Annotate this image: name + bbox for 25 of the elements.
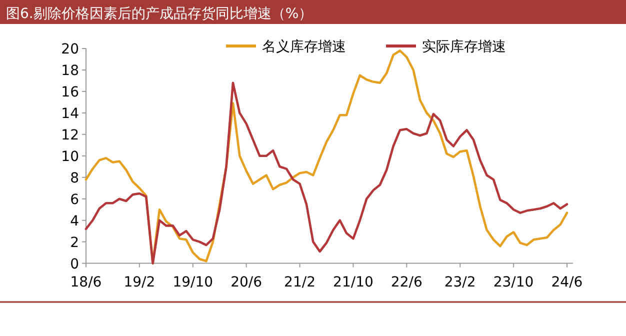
chart-title: 图6.剔除价格因素后的产成品存货同比增速（%） [6, 6, 313, 22]
y-tick-label: 18 [61, 62, 79, 79]
y-tick-label: 12 [61, 127, 79, 144]
y-tick-label: 10 [61, 148, 79, 165]
x-tick-label: 22/6 [390, 274, 422, 290]
y-tick-label: 20 [61, 42, 79, 58]
legend-label: 实际库存增速 [422, 39, 506, 55]
y-tick-label: 16 [61, 84, 80, 100]
y-tick-label: 4 [70, 213, 80, 230]
y-tick-label: 14 [61, 106, 80, 122]
x-tick-label: 19/2 [124, 274, 156, 290]
y-tick-label: 2 [70, 234, 79, 251]
y-tick-label: 8 [70, 170, 79, 186]
x-tick-label: 18/6 [70, 274, 102, 290]
legend-label: 名义库存增速 [262, 39, 346, 55]
x-tick-label: 23/10 [493, 274, 534, 290]
x-tick-label: 23/2 [444, 274, 476, 290]
x-tick-label: 19/10 [172, 274, 214, 290]
title: 图6.剔除价格因素后的产成品存货同比增速（%） [0, 0, 626, 24]
y-tick-label: 6 [70, 192, 80, 208]
x-tick-label: 21/10 [333, 274, 374, 290]
x-tick-label: 20/6 [230, 274, 262, 290]
x-tick-label: 24/6 [551, 274, 583, 290]
x-tick-label: 21/2 [284, 274, 316, 290]
y-tick-label: 0 [70, 256, 79, 272]
